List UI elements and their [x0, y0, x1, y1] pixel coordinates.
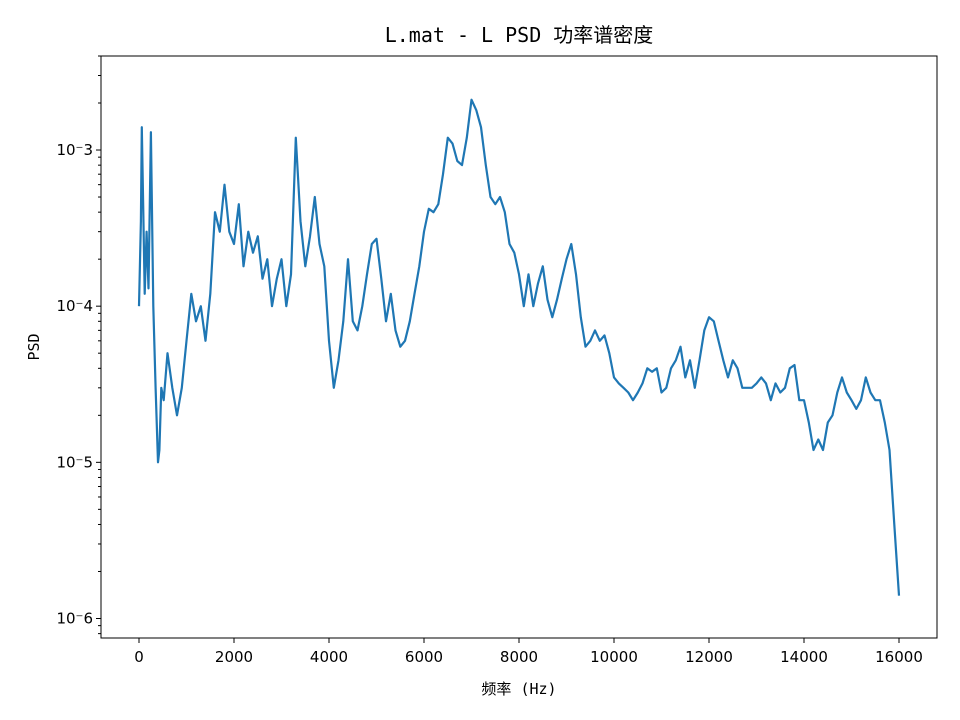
plot-area	[137, 98, 901, 596]
psd-series-line	[137, 98, 901, 596]
y-tick-label: 10⁻6	[56, 609, 93, 627]
x-tick-label: 14000	[780, 648, 828, 666]
x-tick-label: 0	[134, 648, 144, 666]
chart-title: L.mat - L PSD 功率谱密度	[385, 23, 654, 47]
x-tick-label: 2000	[215, 648, 253, 666]
x-tick-label: 4000	[310, 648, 348, 666]
x-axis-label: 频率 (Hz)	[481, 680, 556, 698]
x-tick-label: 16000	[875, 648, 923, 666]
x-tick-label: 12000	[685, 648, 733, 666]
y-tick-label: 10⁻5	[56, 453, 93, 471]
x-axis: 0 2000 4000 6000 8000 10000 12000 14000 16000	[134, 638, 923, 666]
y-axis-label: PSD	[25, 333, 43, 360]
y-axis: 10⁻3 10⁻4 10⁻5 10⁻6	[56, 55, 101, 635]
y-tick-label: 10⁻3	[56, 141, 93, 159]
y-tick-label: 10⁻4	[56, 297, 93, 315]
x-tick-label: 6000	[405, 648, 443, 666]
x-tick-label: 10000	[590, 648, 638, 666]
plot-frame	[100, 55, 938, 639]
x-tick-label: 8000	[500, 648, 538, 666]
